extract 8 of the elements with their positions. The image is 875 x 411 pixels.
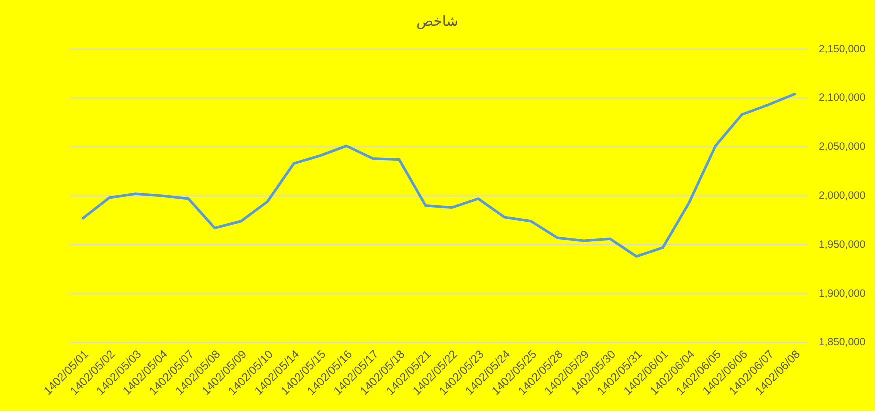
y-tick-label: 1,850,000: [819, 336, 866, 349]
y-tick-label: 1,950,000: [819, 238, 866, 251]
y-tick-label: 2,050,000: [819, 141, 866, 154]
title: شاخص: [416, 14, 458, 30]
y-tick-label: 2,100,000: [819, 92, 866, 104]
y-tick-label: 2,000,000: [819, 190, 866, 202]
y-tick-label: 1,900,000: [819, 288, 866, 300]
y-tick-label: 2,150,000: [819, 43, 866, 56]
